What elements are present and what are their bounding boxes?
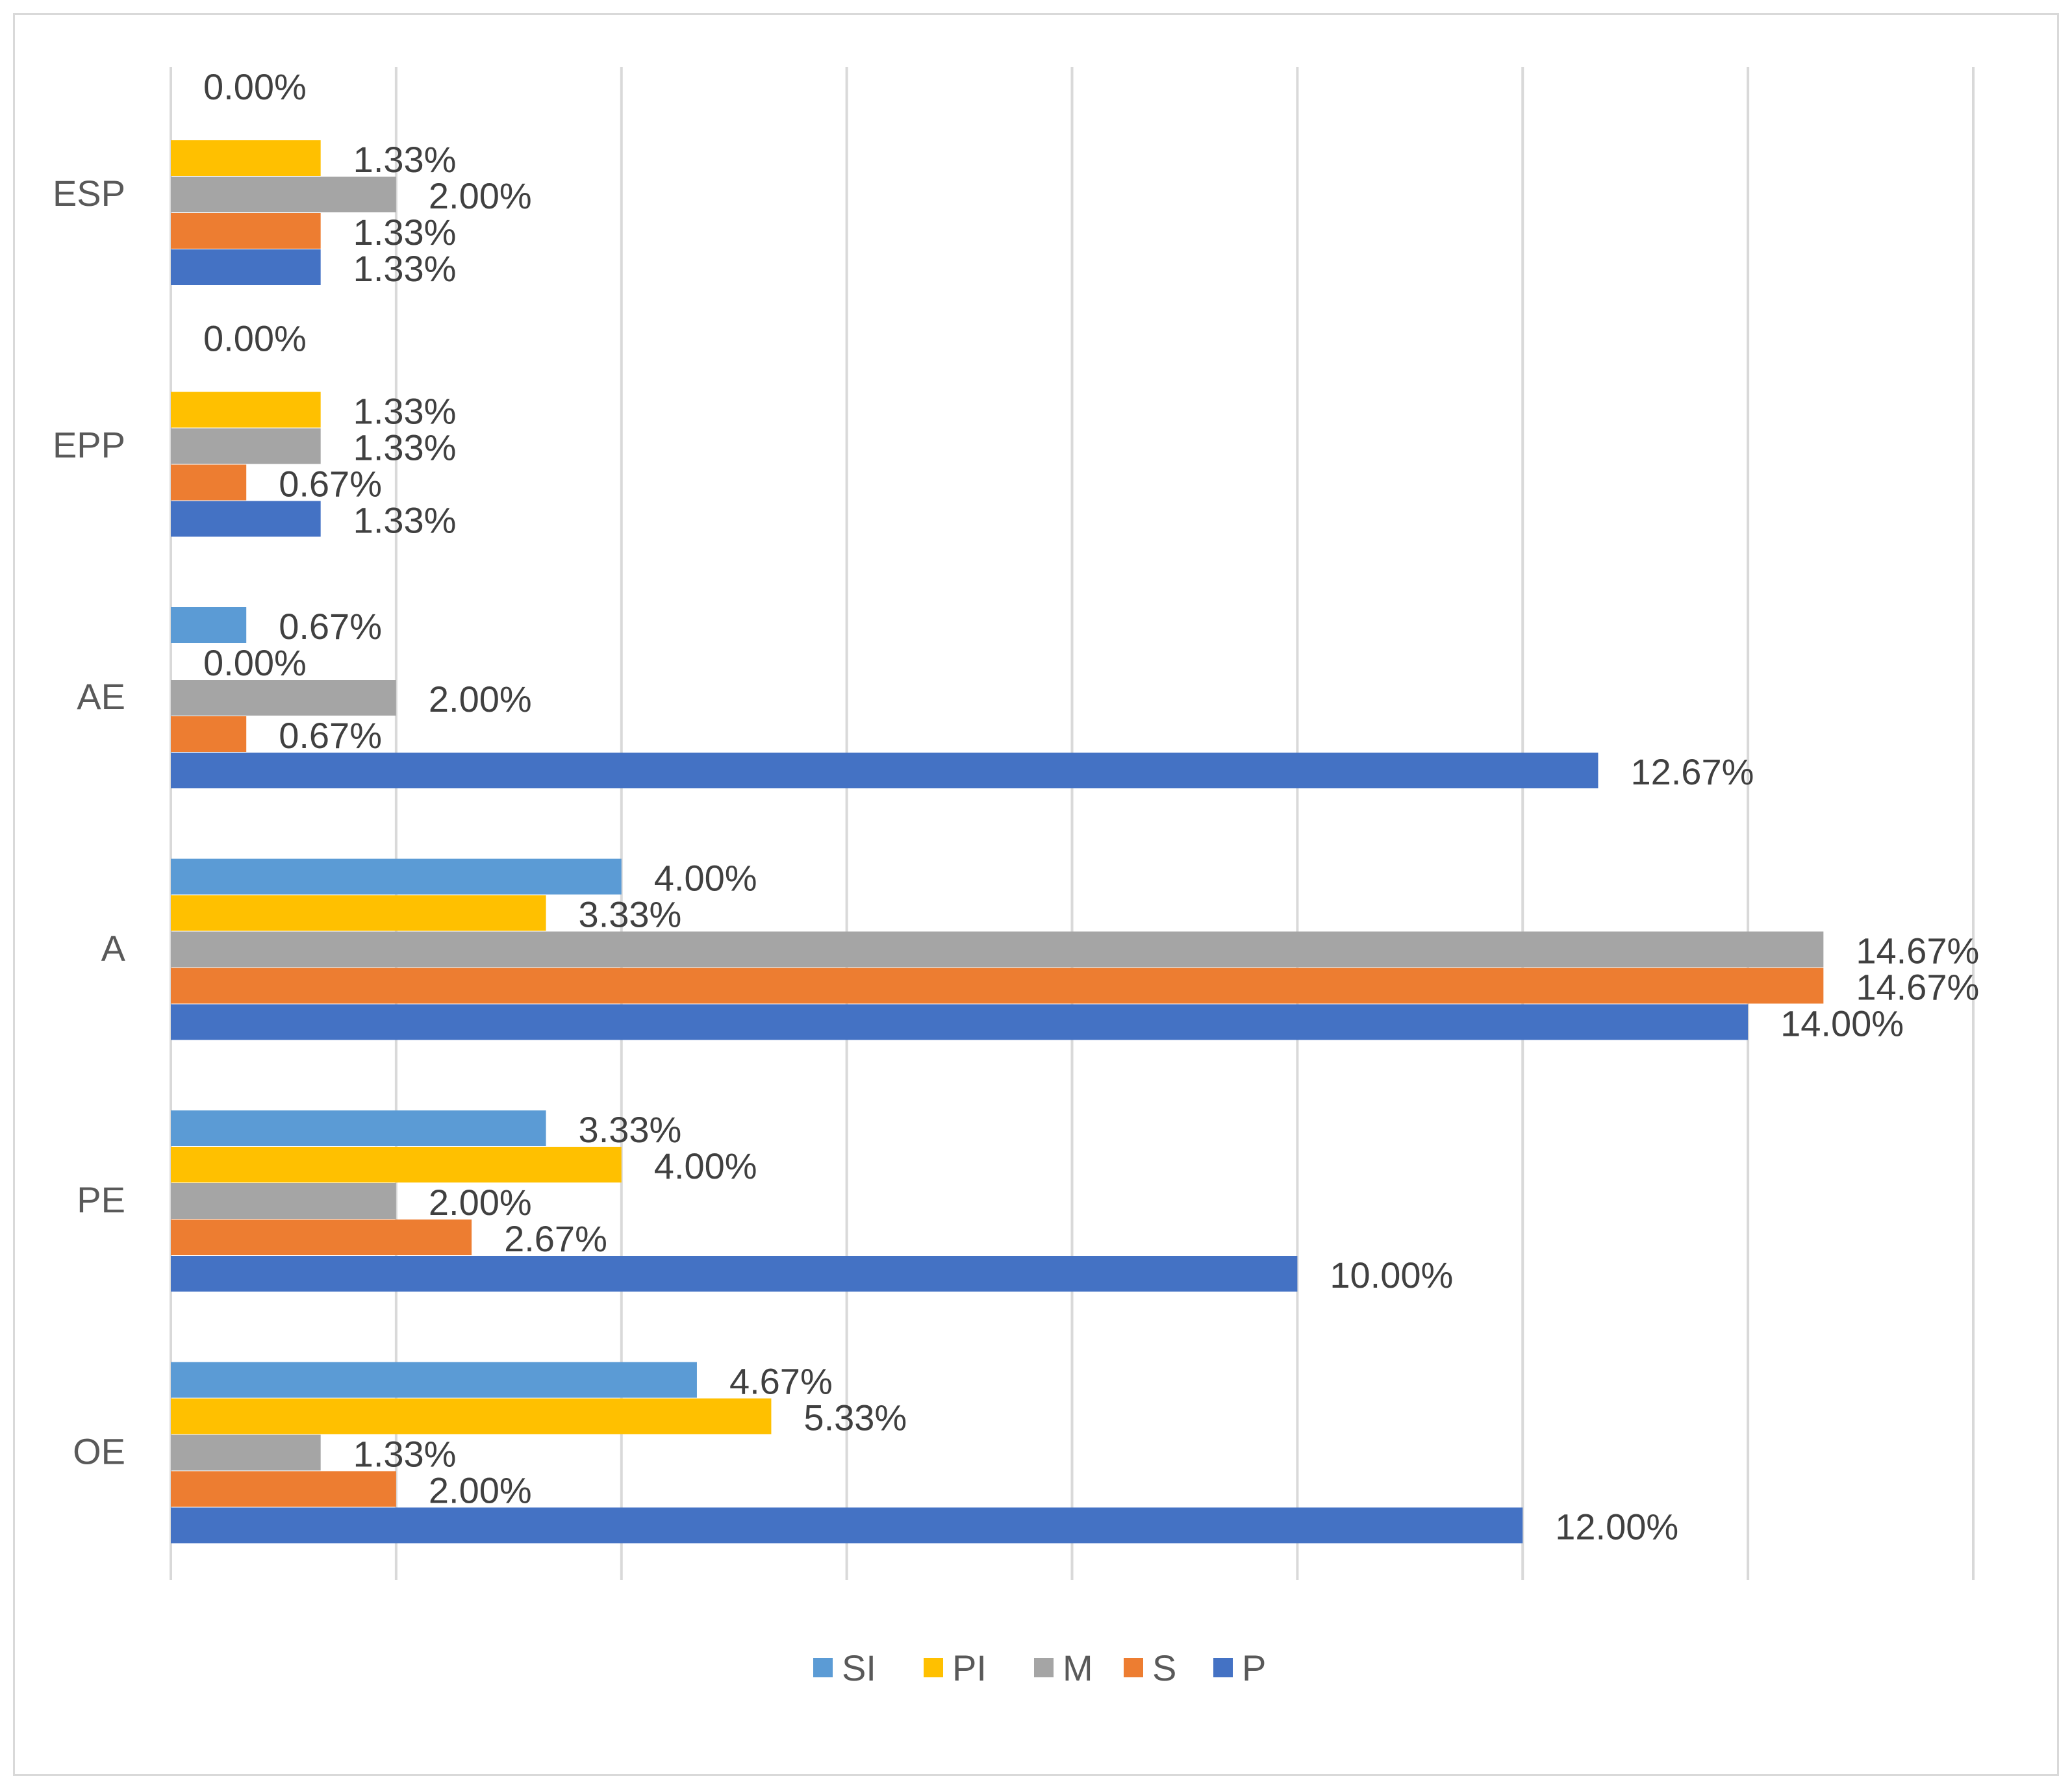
bar-pe-pi [171, 1147, 622, 1182]
bars [171, 140, 1824, 1544]
bar-a-m [171, 931, 1824, 968]
legend-label-s: S [1152, 1647, 1176, 1688]
data-label-ae-p: 12.67% [1630, 751, 1754, 792]
bar-ae-m [171, 680, 396, 716]
bar-oe-pi [171, 1398, 772, 1434]
legend-swatch-pi [924, 1658, 943, 1677]
data-label-ae-s: 0.67% [279, 715, 382, 756]
data-label-esp-extra: 0.00% [203, 66, 307, 107]
category-label-ae: AE [77, 676, 125, 717]
bar-chart: 1.33%2.00%1.33%1.33%1.33%1.33%0.67%1.33%… [53, 66, 1979, 1688]
data-label-a-p: 14.00% [1780, 1003, 1904, 1044]
category-label-a: A [101, 927, 126, 968]
data-label-pe-si: 3.33% [579, 1109, 682, 1150]
data-label-epp-extra: 0.00% [203, 318, 307, 359]
bar-a-pi [171, 895, 546, 931]
bar-ae-p [171, 753, 1598, 788]
data-label-oe-pi: 5.33% [803, 1397, 907, 1438]
data-label-a-si: 4.00% [654, 858, 757, 899]
bar-esp-s [171, 213, 321, 249]
bar-esp-p [171, 249, 321, 285]
data-label-esp-m: 2.00% [429, 175, 532, 216]
data-label-a-s: 14.67% [1856, 967, 1979, 1008]
data-label-oe-m: 1.33% [353, 1434, 457, 1475]
bar-pe-m [171, 1183, 396, 1219]
data-label-esp-pi: 1.33% [353, 139, 457, 180]
legend-swatch-si [813, 1658, 833, 1677]
data-label-ae-m: 2.00% [429, 679, 532, 719]
data-labels: 1.33%2.00%1.33%1.33%1.33%1.33%0.67%1.33%… [203, 66, 1979, 1547]
legend-swatch-m [1034, 1658, 1054, 1677]
data-label-pe-m: 2.00% [429, 1182, 532, 1223]
bar-ae-si [171, 607, 247, 643]
bar-esp-pi [171, 140, 321, 176]
data-label-oe-p: 12.00% [1555, 1507, 1678, 1547]
data-label-pe-p: 10.00% [1330, 1255, 1453, 1295]
bar-epp-s [171, 464, 247, 501]
legend-label-m: M [1063, 1647, 1093, 1688]
category-label-oe: OE [73, 1431, 125, 1471]
data-label-pe-pi: 4.00% [654, 1145, 757, 1186]
bar-epp-p [171, 501, 321, 537]
data-label-epp-m: 1.33% [353, 427, 457, 468]
bar-epp-m [171, 428, 321, 464]
legend-label-pi: PI [952, 1647, 987, 1688]
data-label-epp-pi: 1.33% [353, 391, 457, 432]
data-label-a-pi: 3.33% [579, 894, 682, 935]
data-label-a-m: 14.67% [1856, 931, 1979, 971]
data-label-epp-s: 0.67% [279, 464, 382, 505]
bar-oe-s [171, 1471, 396, 1507]
bar-oe-p [171, 1507, 1523, 1544]
gridlines [170, 67, 1975, 1580]
legend-swatch-s [1124, 1658, 1143, 1677]
bar-oe-m [171, 1434, 321, 1471]
data-label-epp-p: 1.33% [353, 500, 457, 541]
category-axis-labels: ESP EPP AE A PE OE [53, 173, 126, 1472]
data-label-ae-si: 0.67% [279, 606, 382, 647]
bar-a-si [171, 858, 622, 895]
bar-pe-si [171, 1110, 546, 1146]
bar-a-s [171, 968, 1824, 1004]
category-label-pe: PE [77, 1179, 125, 1220]
legend-swatch-p [1213, 1658, 1233, 1677]
chart-frame: 1.33% 2.00% 1.33% 1.33% 1.33% 1.33% 0.67% 1.33%… [13, 13, 2059, 1776]
bar-oe-si [171, 1362, 697, 1398]
bar-pe-s [171, 1220, 472, 1255]
category-label-esp: ESP [53, 173, 125, 214]
category-label-epp: EPP [53, 424, 125, 465]
data-label-esp-s: 1.33% [353, 212, 457, 253]
legend-label-p: P [1242, 1647, 1266, 1688]
bar-a-p [171, 1004, 1749, 1040]
data-label-pe-s: 2.67% [504, 1218, 607, 1259]
data-label-oe-si: 4.67% [729, 1361, 833, 1402]
bar-pe-p [171, 1256, 1298, 1292]
data-label-esp-p: 1.33% [353, 248, 457, 289]
legend: SI PI M S P [813, 1647, 1266, 1688]
data-label-ae-pi: 0.00% [203, 642, 307, 683]
bar-ae-s [171, 716, 247, 752]
data-label-oe-s: 2.00% [429, 1470, 532, 1511]
legend-label-si: SI [842, 1647, 876, 1688]
bar-esp-m [171, 177, 396, 212]
bar-epp-pi [171, 392, 321, 428]
